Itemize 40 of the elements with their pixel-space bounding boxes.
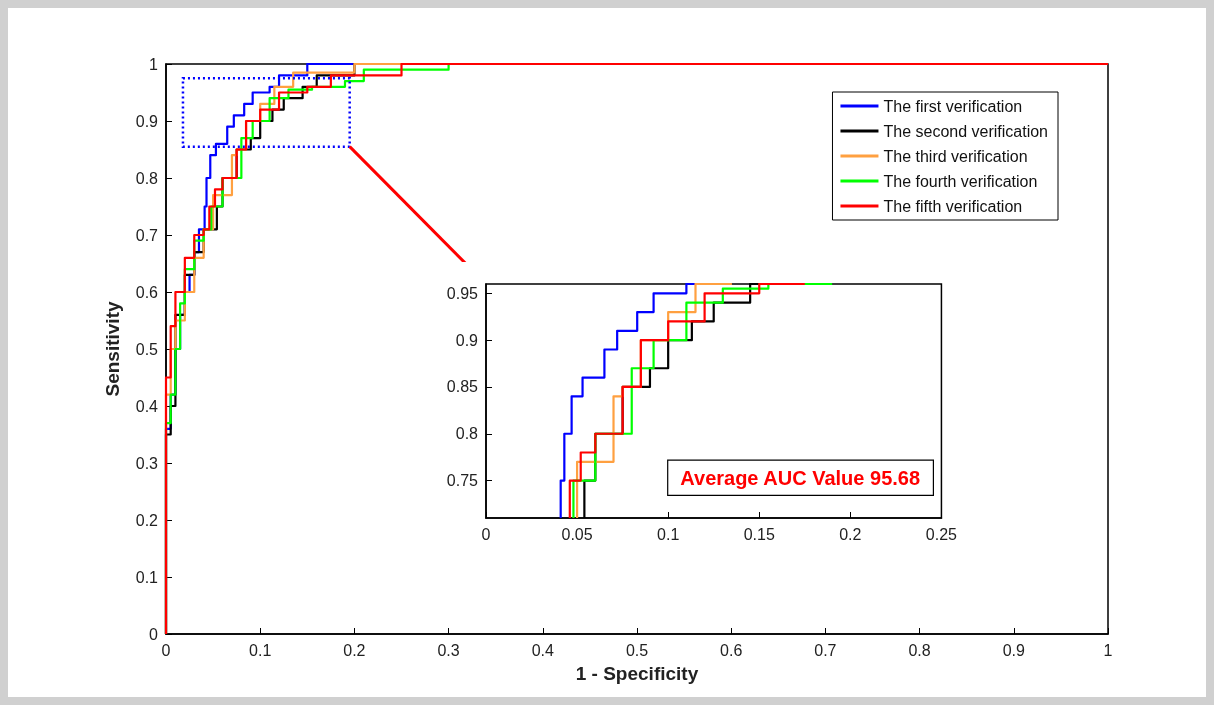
x-axis-title: 1 - Specificity xyxy=(575,663,699,684)
legend-label: The second verification xyxy=(883,122,1048,140)
annotation: Average AUC Value 95.68 xyxy=(680,466,921,489)
y-tick-label: 0.9 xyxy=(455,331,479,349)
y-tick-label: 0.1 xyxy=(135,568,159,586)
y-tick-label: 0.7 xyxy=(135,226,159,244)
x-tick-label: 0.6 xyxy=(720,641,743,659)
x-tick-label: 0.2 xyxy=(839,525,862,543)
y-tick-label: 0.8 xyxy=(135,169,159,187)
x-tick-label: 0.15 xyxy=(743,525,775,543)
y-tick-label: 0 xyxy=(149,625,159,643)
legend-label: The fifth verification xyxy=(883,197,1023,215)
legend-label: The fourth verification xyxy=(883,172,1038,190)
x-tick-label: 0 xyxy=(481,525,491,543)
x-tick-label: 0.05 xyxy=(561,525,593,543)
y-tick-label: 0.95 xyxy=(446,284,479,302)
x-tick-label: 0.7 xyxy=(814,641,837,659)
y-tick-label: 0.85 xyxy=(446,378,479,396)
y-tick-label: 0.75 xyxy=(446,472,479,490)
x-tick-label: 0.9 xyxy=(1002,641,1026,659)
x-tick-label: 0.2 xyxy=(343,641,366,659)
y-tick-label: 0.3 xyxy=(135,454,159,472)
x-tick-label: 0.5 xyxy=(625,641,649,659)
y-tick-label: 1 xyxy=(149,55,159,73)
x-tick-label: 0.1 xyxy=(249,641,272,659)
y-axis-title: Sensitivity xyxy=(102,301,123,397)
y-tick-label: 0.4 xyxy=(135,397,159,415)
x-tick-label: 0 xyxy=(161,641,171,659)
y-tick-label: 0.2 xyxy=(135,511,159,529)
y-tick-label: 0.5 xyxy=(135,340,159,358)
x-tick-label: 0.1 xyxy=(657,525,680,543)
y-tick-label: 0.6 xyxy=(135,283,159,301)
y-tick-label: 0.9 xyxy=(135,112,159,130)
x-tick-label: 1 xyxy=(1103,641,1113,659)
y-tick-label: 0.8 xyxy=(455,425,479,443)
legend-label: The third verification xyxy=(883,147,1028,165)
x-tick-label: 0.4 xyxy=(531,641,555,659)
x-tick-label: 0.25 xyxy=(925,525,958,543)
x-tick-label: 0.8 xyxy=(908,641,931,659)
legend-label: The first verification xyxy=(883,97,1023,115)
